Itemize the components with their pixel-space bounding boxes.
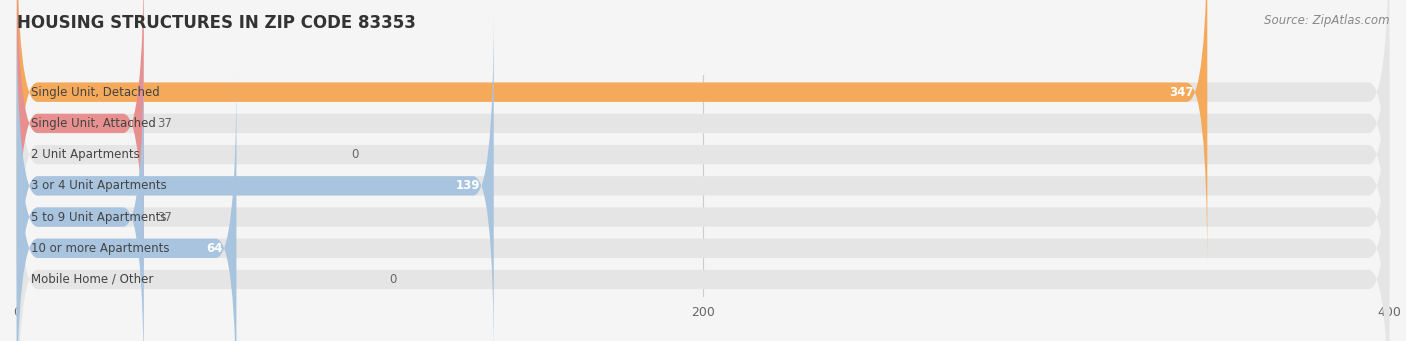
FancyBboxPatch shape (17, 40, 143, 341)
FancyBboxPatch shape (17, 71, 1389, 341)
Text: HOUSING STRUCTURES IN ZIP CODE 83353: HOUSING STRUCTURES IN ZIP CODE 83353 (17, 14, 416, 32)
Text: Mobile Home / Other: Mobile Home / Other (31, 273, 153, 286)
FancyBboxPatch shape (17, 71, 236, 341)
FancyBboxPatch shape (17, 0, 143, 301)
Text: 347: 347 (1168, 86, 1194, 99)
Text: 139: 139 (456, 179, 479, 192)
Text: Single Unit, Detached: Single Unit, Detached (31, 86, 159, 99)
Text: 37: 37 (157, 210, 173, 224)
FancyBboxPatch shape (17, 0, 1389, 301)
Text: 64: 64 (207, 242, 222, 255)
Text: 2 Unit Apartments: 2 Unit Apartments (31, 148, 139, 161)
Text: 0: 0 (352, 148, 359, 161)
FancyBboxPatch shape (17, 0, 1389, 270)
FancyBboxPatch shape (17, 8, 494, 341)
Text: 10 or more Apartments: 10 or more Apartments (31, 242, 169, 255)
FancyBboxPatch shape (17, 0, 1208, 270)
FancyBboxPatch shape (17, 8, 1389, 341)
FancyBboxPatch shape (17, 102, 1389, 341)
Text: 37: 37 (157, 117, 173, 130)
FancyBboxPatch shape (17, 0, 1389, 332)
Text: 5 to 9 Unit Apartments: 5 to 9 Unit Apartments (31, 210, 166, 224)
Text: Single Unit, Attached: Single Unit, Attached (31, 117, 156, 130)
Text: 3 or 4 Unit Apartments: 3 or 4 Unit Apartments (31, 179, 166, 192)
Text: Source: ZipAtlas.com: Source: ZipAtlas.com (1264, 14, 1389, 27)
Text: 0: 0 (389, 273, 396, 286)
FancyBboxPatch shape (17, 40, 1389, 341)
